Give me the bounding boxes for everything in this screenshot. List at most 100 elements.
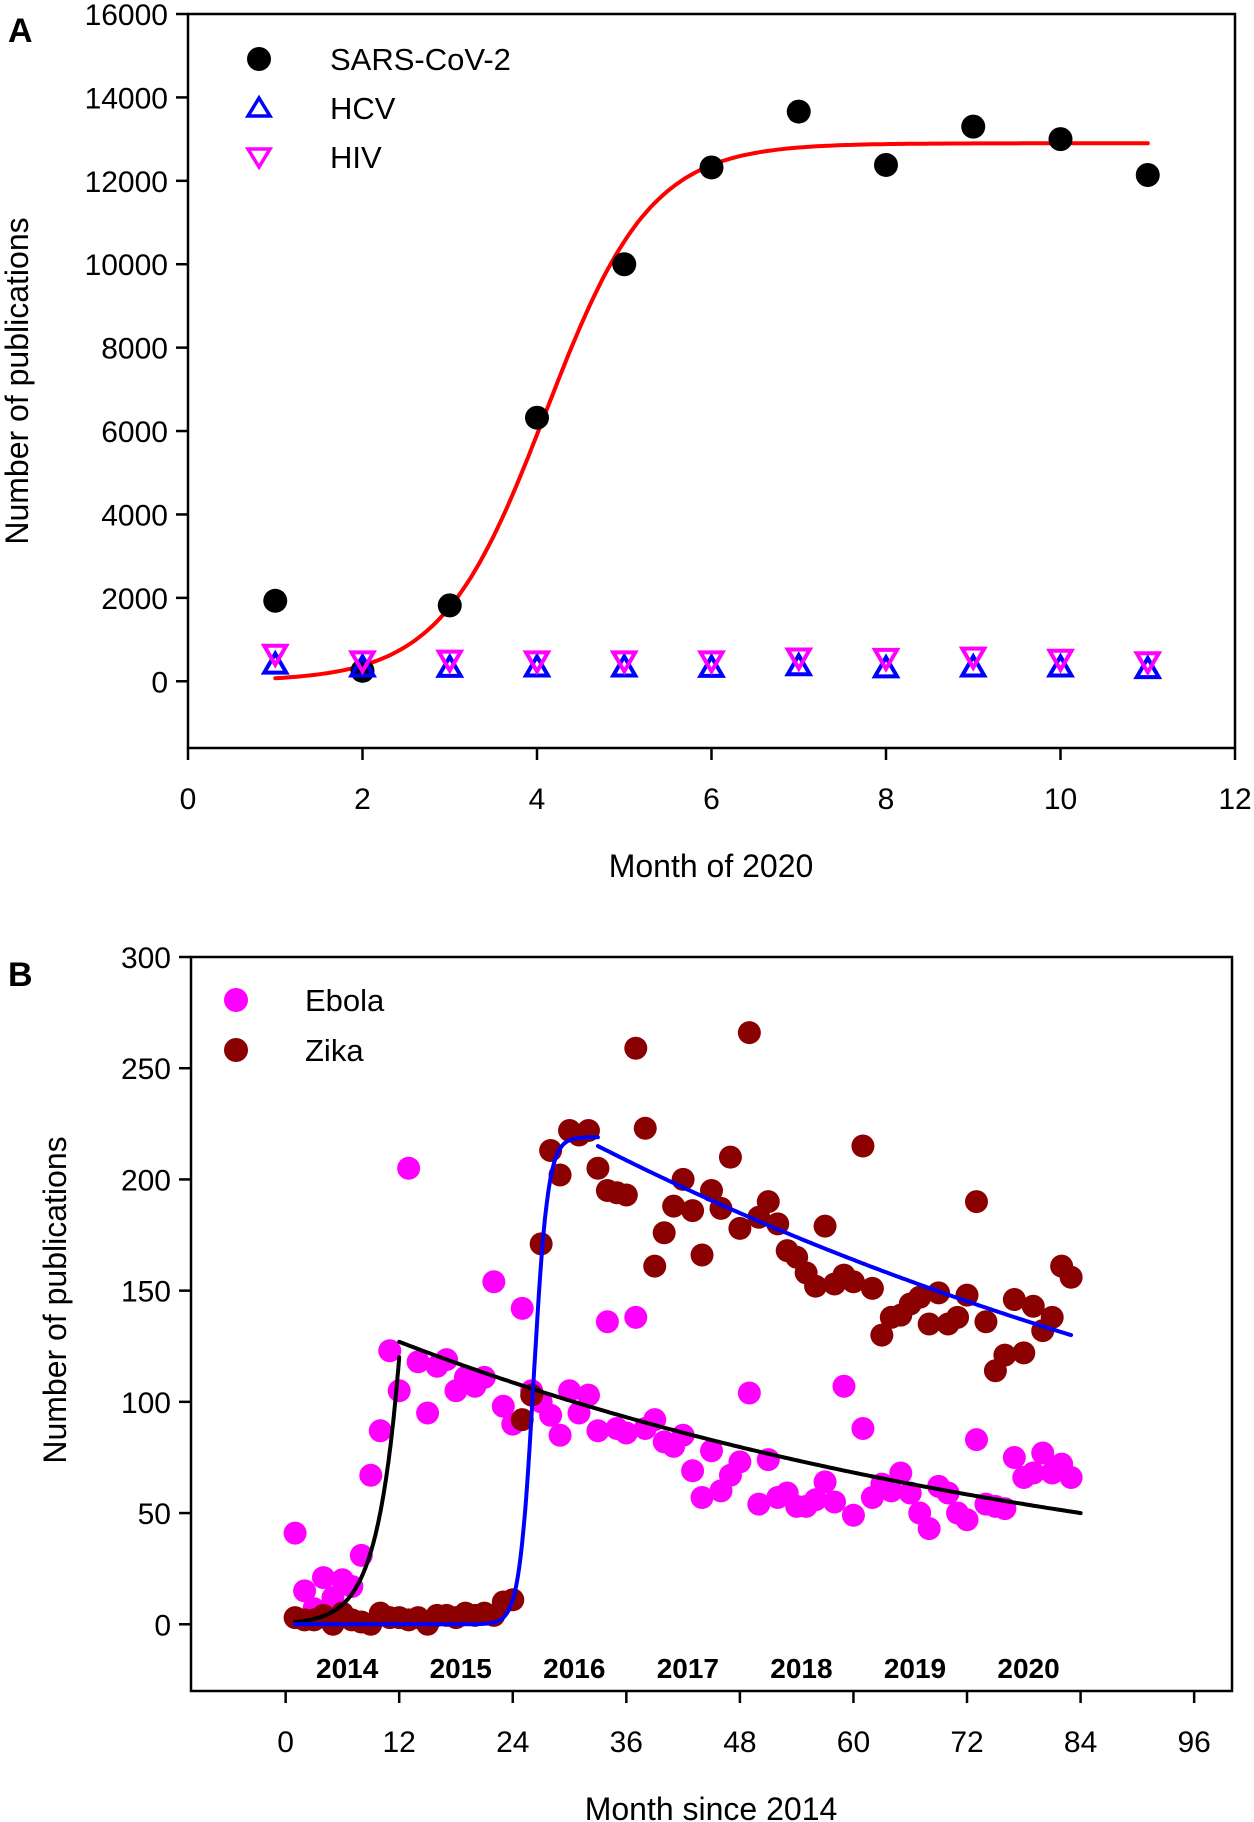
ebola-point [406,1350,430,1374]
hcv-point [348,652,377,678]
x-axis-title-a: Month of 2020 [609,848,814,884]
ebola-point [491,1394,515,1418]
zika-point [614,1183,638,1207]
zika-point [851,1134,875,1158]
ebola-point [368,1419,392,1443]
sars-cov-2-point [437,593,462,618]
hcv-point [1133,654,1163,680]
zika-point [974,1310,998,1334]
ebola-point [832,1374,856,1398]
zika-point [681,1199,705,1223]
zika-point [870,1323,894,1347]
panel-b-label: B [8,956,33,994]
fits-b [293,1135,1083,1627]
hcv-point [871,653,901,679]
y-axis-title-b: Number of publications [37,1136,73,1463]
ebola-point [359,1463,383,1487]
x-tick-label: 48 [723,1726,756,1759]
zika-point [728,1216,752,1240]
ebola-point [964,1428,988,1452]
hiv-point [697,650,726,676]
y-tick-label: 10000 [85,249,168,282]
zika-point [1040,1305,1064,1329]
fit-line [293,1135,600,1627]
y-tick-label: 300 [121,942,171,975]
legend-label-ebola: Ebola [305,983,385,1018]
fits-a [273,141,1150,681]
x-tick-label: 24 [496,1726,529,1759]
x-ticks-b: 0 12 24 36 48 60 72 84 96 [277,1691,1211,1759]
x-tick-label: 6 [703,783,720,816]
hiv-point [1133,651,1163,677]
sars-cov-2-point [961,114,986,139]
ebola-point [955,1508,979,1532]
fit-line [293,1355,402,1624]
hcv-point [260,649,290,675]
y-tick-label: 0 [151,666,168,699]
y-tick-label: 150 [121,1276,171,1309]
legend-label-hcv: HCV [330,91,396,126]
zika-point [1021,1294,1045,1318]
y-tick-label: 16000 [85,0,168,32]
y-tick-label: 50 [138,1498,171,1531]
hcv-point [435,652,465,678]
zika-point [737,1021,761,1045]
ebola-point [387,1379,411,1403]
legend-marker-hiv [244,147,274,171]
y-tick-label: 0 [154,1609,171,1642]
x-tick-label: 72 [950,1726,983,1759]
ebola-point [548,1423,572,1447]
zika-point [756,1190,780,1214]
zika-point [813,1214,837,1238]
x-tick-label: 8 [878,783,895,816]
y-tick-label: 2000 [101,583,168,616]
zika-point [964,1190,988,1214]
fit-line [273,141,1150,681]
x-tick-label: 0 [277,1726,294,1759]
ebola-point [567,1401,591,1425]
ebola-point [586,1419,610,1443]
plot-frame-b [189,955,1234,1693]
year-labels: 2014 2015 2016 2017 2018 2019 2020 [316,1653,1060,1684]
sars-cov-2-point [786,99,811,124]
ebola-point [624,1305,648,1329]
x-tick-label: 4 [529,783,546,816]
zika-point [586,1156,610,1180]
legend-b: Ebola Zika [224,983,385,1068]
y-tick-label: 250 [121,1053,171,1086]
x-tick-label: 60 [837,1726,870,1759]
x-tick-label: 10 [1044,783,1077,816]
hiv-point [435,649,465,675]
zika-point [633,1116,657,1140]
sars-cov-2-point [1048,127,1073,152]
zika-point [718,1145,742,1169]
zika-point [908,1285,932,1309]
fit-line [595,1144,1074,1338]
x-ticks-a: 0 2 4 6 8 10 12 [180,748,1252,816]
fit-line [397,1339,1083,1516]
ebola-point [813,1470,837,1494]
panel-a: A 0200040006000800010000120001400016000 … [0,0,1252,884]
ebola-point [889,1461,913,1485]
ebola-point [283,1521,307,1545]
ebola-point [690,1485,714,1509]
legend-marker-ebola [224,988,248,1012]
hcv-point [697,652,726,678]
ebola-point [576,1383,600,1407]
hcv-point [609,652,639,678]
legend-a: SARS-CoV-2 HCV HIV [244,42,511,175]
zika-point [624,1036,648,1060]
ebola-point [1002,1445,1026,1469]
ebola-point [1021,1461,1045,1485]
y-tick-label: 4000 [101,499,168,532]
x-tick-label: 96 [1177,1726,1210,1759]
ebola-point [917,1517,941,1541]
ebola-point [539,1403,563,1427]
year-label: 2016 [543,1653,605,1684]
zika-point [1002,1288,1026,1312]
zika-point [917,1312,941,1336]
ebola-point [823,1490,847,1514]
y-tick-label: 12000 [85,166,168,199]
ebola-point [898,1481,922,1505]
ebola-point [482,1270,506,1294]
